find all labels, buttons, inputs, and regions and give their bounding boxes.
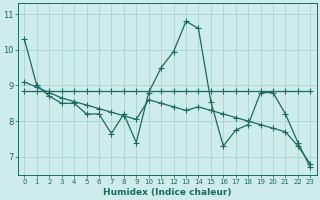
X-axis label: Humidex (Indice chaleur): Humidex (Indice chaleur) [103, 188, 232, 197]
